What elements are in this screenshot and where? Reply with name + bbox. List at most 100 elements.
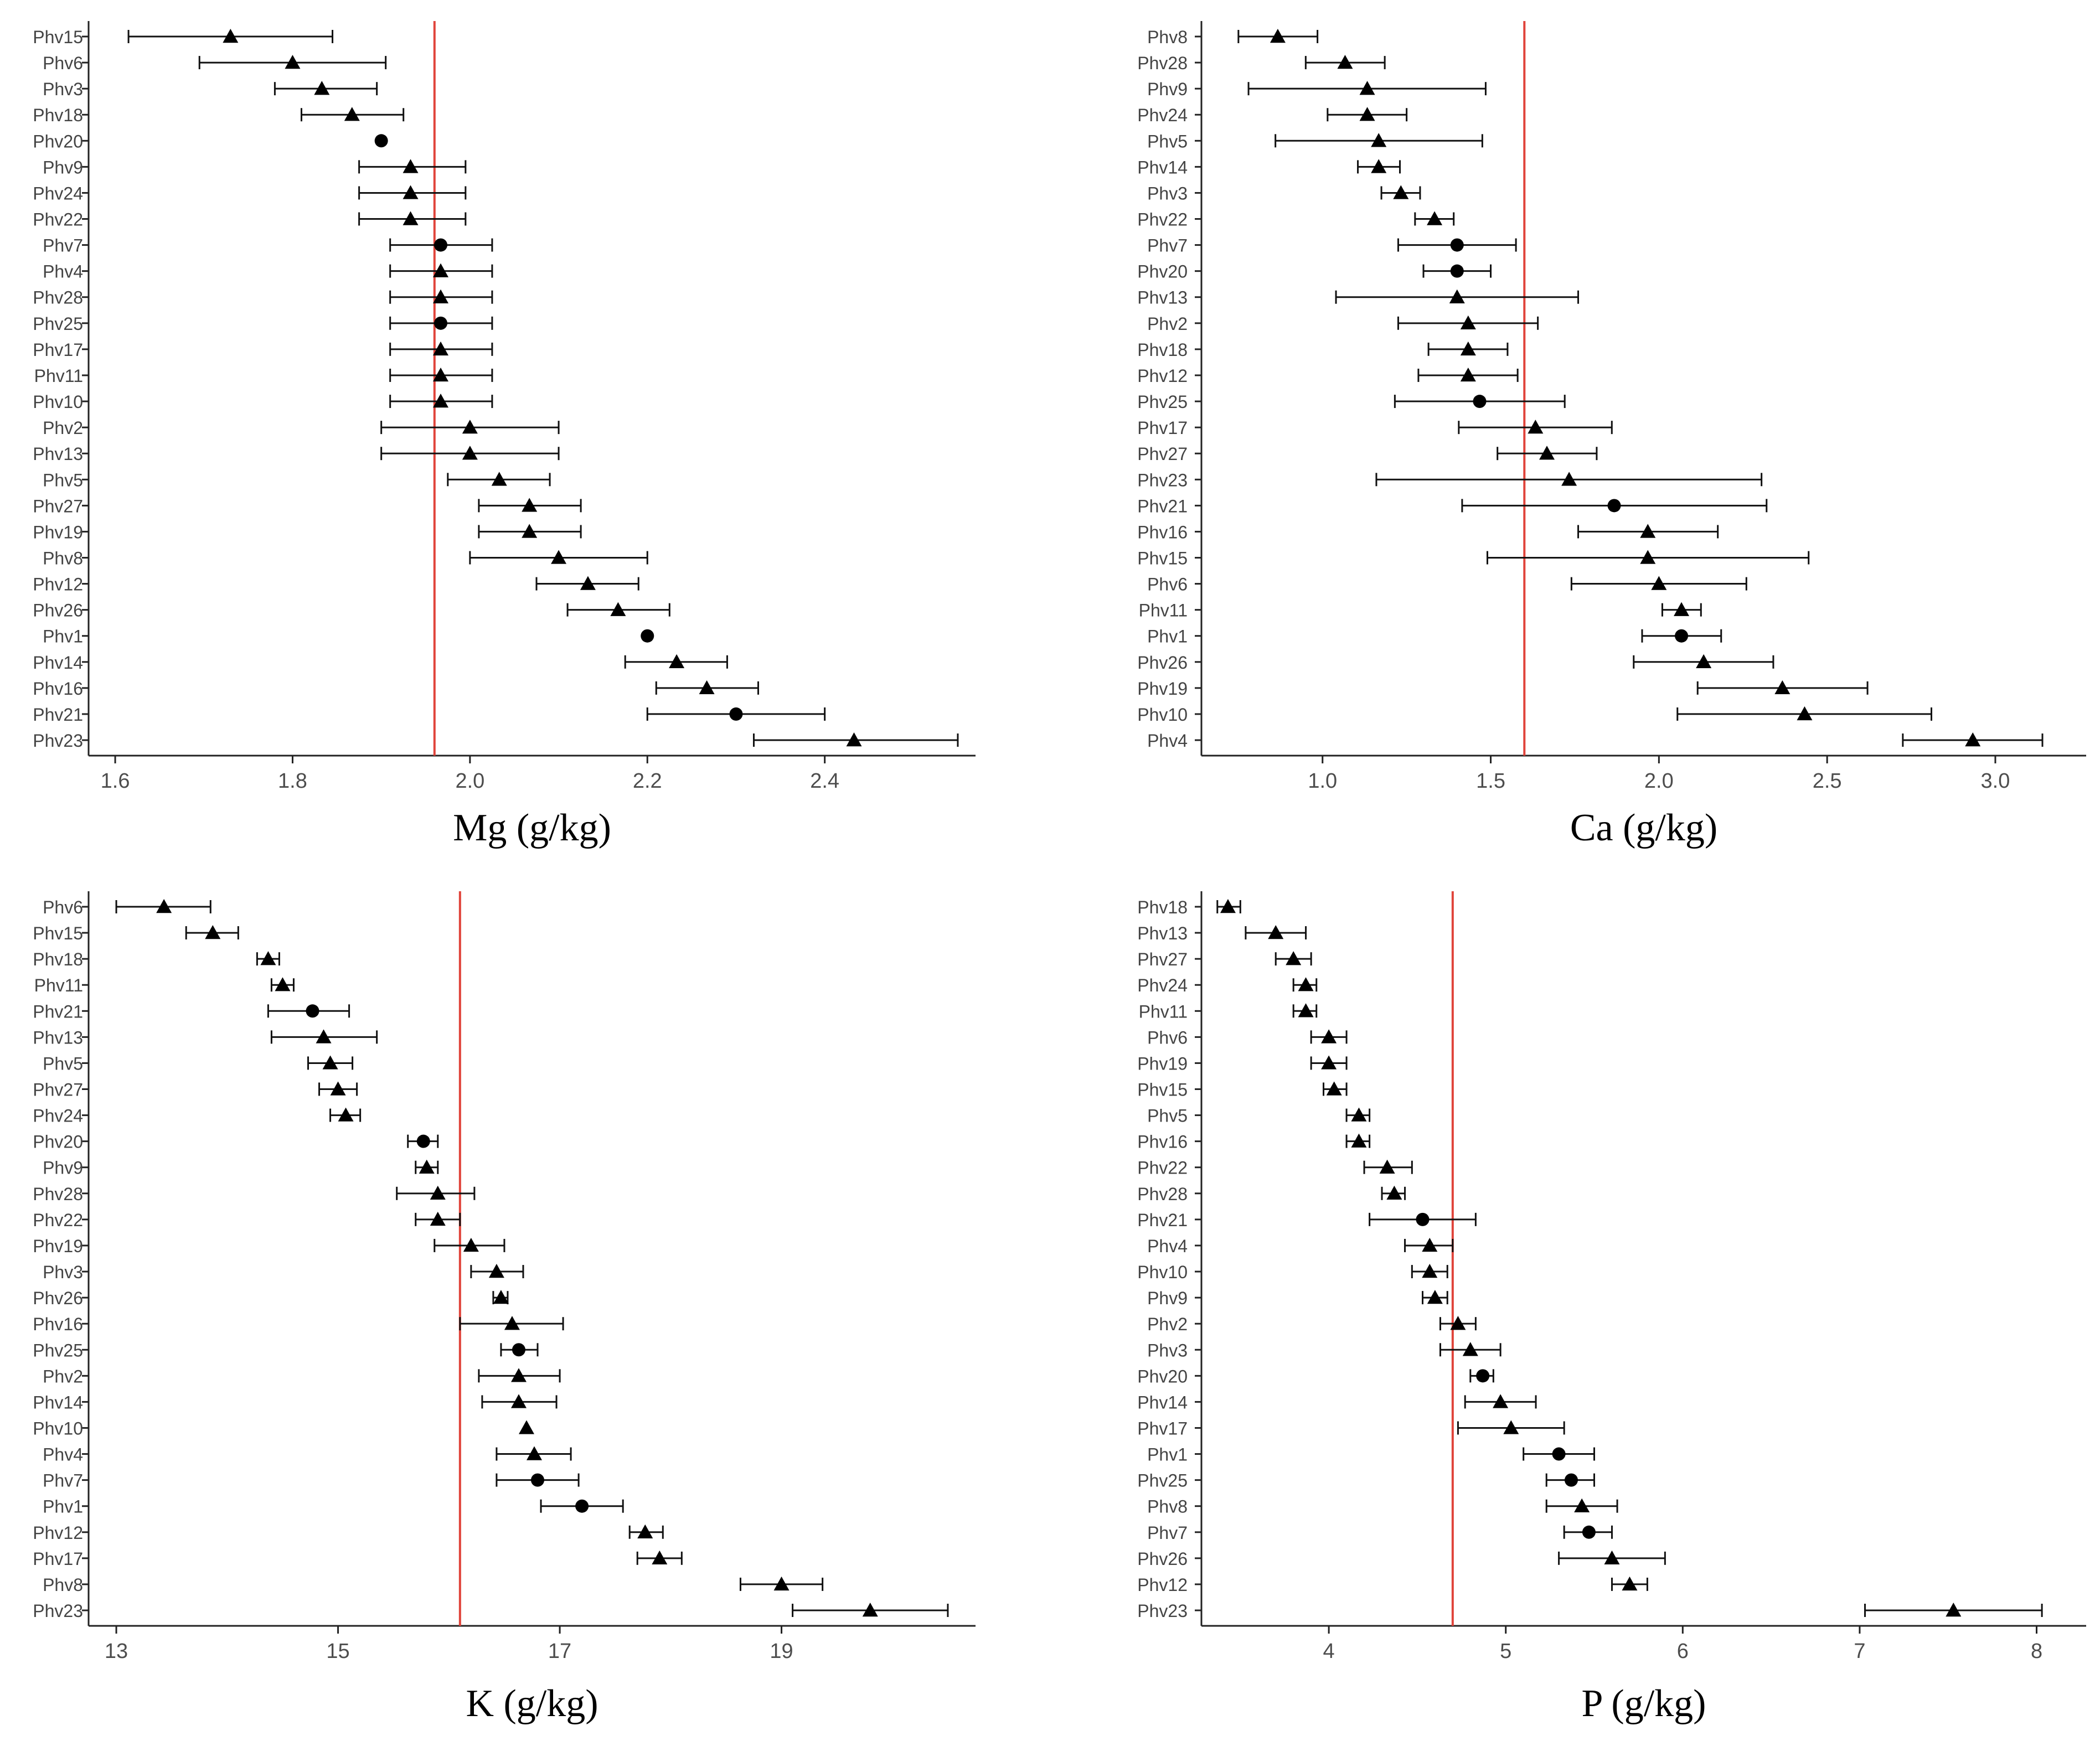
point-circle — [434, 316, 447, 330]
y-tick-label: Phv17 — [33, 340, 83, 360]
y-tick-label: Phv10 — [33, 392, 83, 412]
point-circle — [531, 1473, 545, 1487]
point-circle — [374, 134, 388, 148]
point-circle — [575, 1499, 589, 1513]
point-triangle — [419, 1159, 435, 1174]
x-tick-label: 2.4 — [810, 769, 839, 793]
y-tick-label: Phv11 — [34, 975, 83, 995]
y-tick-label: Phv17 — [33, 1549, 83, 1569]
point-triangle — [1386, 1185, 1402, 1200]
y-tick-label: Phv18 — [33, 949, 83, 969]
y-tick-label: Phv3 — [43, 1262, 83, 1282]
point-triangle — [580, 576, 596, 590]
y-tick-label: Phv4 — [1147, 731, 1188, 751]
point-triangle — [1462, 1342, 1478, 1356]
y-tick-label: Phv5 — [1147, 131, 1188, 151]
point-triangle — [1965, 732, 1981, 747]
y-tick-label: Phv16 — [1137, 522, 1188, 542]
point-triangle — [1450, 1316, 1466, 1330]
point-triangle — [610, 602, 626, 616]
point-circle — [1450, 264, 1464, 278]
y-tick-label: Phv2 — [43, 1366, 83, 1386]
y-tick-label: Phv26 — [33, 601, 83, 621]
point-triangle — [846, 732, 862, 747]
y-tick-label: Phv12 — [1137, 1575, 1188, 1595]
y-tick-label: Phv3 — [1147, 1340, 1188, 1360]
y-tick-label: Phv5 — [1147, 1106, 1188, 1126]
point-triangle — [1427, 1290, 1443, 1304]
y-tick-label: Phv5 — [43, 1053, 83, 1073]
x-tick-label: 8 — [2031, 1640, 2042, 1663]
point-triangle — [432, 263, 448, 277]
point-triangle — [1528, 420, 1544, 434]
point-triangle — [1449, 289, 1465, 303]
x-tick-label: 5 — [1500, 1640, 1511, 1663]
y-tick-label: Phv10 — [33, 1418, 83, 1438]
y-tick-label: Phv7 — [1147, 236, 1188, 256]
point-triangle — [205, 925, 221, 939]
point-triangle — [1640, 524, 1656, 538]
point-triangle — [338, 1107, 354, 1122]
y-tick-label: Phv9 — [43, 157, 83, 177]
point-triangle — [1298, 977, 1314, 991]
y-tick-label: Phv6 — [43, 897, 83, 917]
x-tick-label: 1.5 — [1476, 769, 1505, 793]
point-triangle — [1220, 899, 1236, 913]
y-tick-label: Phv8 — [43, 1575, 83, 1595]
point-triangle — [1379, 1159, 1395, 1174]
y-tick-label: Phv16 — [33, 679, 83, 699]
point-triangle — [322, 1055, 338, 1070]
point-triangle — [432, 341, 448, 356]
y-tick-label: Phv4 — [1147, 1236, 1188, 1256]
y-tick-label: Phv9 — [1147, 79, 1188, 99]
y-tick-label: Phv8 — [1147, 27, 1188, 47]
point-triangle — [260, 951, 276, 965]
y-tick-label: Phv19 — [1137, 679, 1188, 699]
point-triangle — [1351, 1133, 1367, 1148]
y-tick-label: Phv26 — [1137, 653, 1188, 673]
y-tick-label: Phv12 — [33, 1523, 83, 1543]
point-triangle — [275, 977, 291, 991]
y-tick-label: Phv10 — [1137, 1262, 1188, 1282]
point-triangle — [344, 107, 360, 121]
point-circle — [1476, 1369, 1490, 1383]
y-tick-label: Phv5 — [43, 470, 83, 490]
point-triangle — [1640, 550, 1656, 564]
y-tick-label: Phv26 — [1137, 1549, 1188, 1569]
point-circle — [1473, 395, 1487, 409]
y-tick-label: Phv23 — [1137, 470, 1188, 490]
y-tick-label: Phv27 — [33, 1080, 83, 1100]
point-triangle — [1604, 1550, 1620, 1565]
point-triangle — [522, 524, 538, 538]
point-triangle — [1503, 1420, 1519, 1434]
y-tick-label: Phv19 — [33, 522, 83, 542]
point-triangle — [432, 367, 448, 382]
y-tick-label: Phv12 — [1137, 366, 1188, 386]
y-tick-label: Phv28 — [33, 288, 83, 308]
y-tick-label: Phv6 — [43, 53, 83, 73]
y-tick-label: Phv23 — [33, 731, 83, 751]
y-tick-label: Phv21 — [33, 705, 83, 725]
point-triangle — [1393, 185, 1409, 199]
point-triangle — [652, 1550, 668, 1565]
y-tick-label: Phv19 — [33, 1236, 83, 1256]
point-triangle — [432, 289, 448, 303]
y-tick-label: Phv18 — [1137, 897, 1188, 917]
y-tick-label: Phv8 — [43, 548, 83, 568]
point-triangle — [527, 1446, 543, 1460]
point-triangle — [285, 55, 301, 69]
x-tick-label: 1.0 — [1308, 769, 1337, 793]
point-triangle — [637, 1524, 653, 1538]
x-tick-label: 13 — [105, 1640, 128, 1663]
y-tick-label: Phv3 — [43, 79, 83, 99]
y-tick-label: Phv4 — [43, 262, 83, 282]
y-tick-label: Phv28 — [1137, 53, 1188, 73]
y-tick-label: Phv24 — [33, 183, 83, 203]
point-triangle — [403, 211, 419, 225]
y-tick-label: Phv13 — [33, 1027, 83, 1047]
y-tick-label: Phv9 — [43, 1158, 83, 1178]
y-tick-label: Phv13 — [1137, 923, 1188, 943]
x-tick-label: 2.0 — [455, 769, 484, 793]
x-tick-label: 15 — [326, 1640, 349, 1663]
